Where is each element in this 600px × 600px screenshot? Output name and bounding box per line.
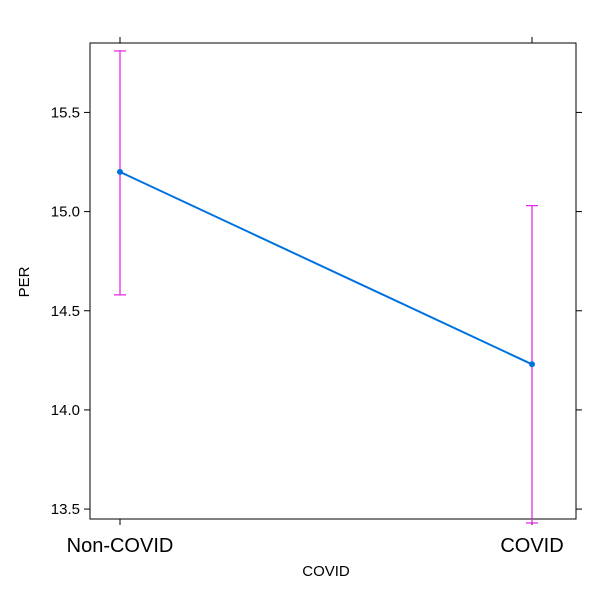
x-axis-title: COVID xyxy=(302,563,350,580)
error-bars xyxy=(114,50,538,524)
x-axis-bottom: Non-COVID COVID xyxy=(67,519,564,557)
y-axis-left: 13.5 14.0 14.5 15.0 15.5 xyxy=(51,104,90,518)
y-axis-right xyxy=(576,111,582,510)
y-tick-label: 15.5 xyxy=(51,104,80,121)
y-axis-title: PER xyxy=(16,266,33,297)
x-axis-top xyxy=(119,37,533,43)
data-point xyxy=(117,168,123,175)
series-line-path xyxy=(119,171,533,366)
x-category-label: Non-COVID xyxy=(67,535,174,557)
series-line xyxy=(117,168,535,368)
data-point xyxy=(529,361,535,368)
y-tick-label: 15.0 xyxy=(51,204,80,221)
y-tick-label: 14.0 xyxy=(51,402,80,419)
y-tick-label: 13.5 xyxy=(51,501,80,518)
x-category-label: COVID xyxy=(500,535,563,557)
plot-frame xyxy=(89,42,577,520)
y-tick-label: 14.5 xyxy=(51,303,80,320)
